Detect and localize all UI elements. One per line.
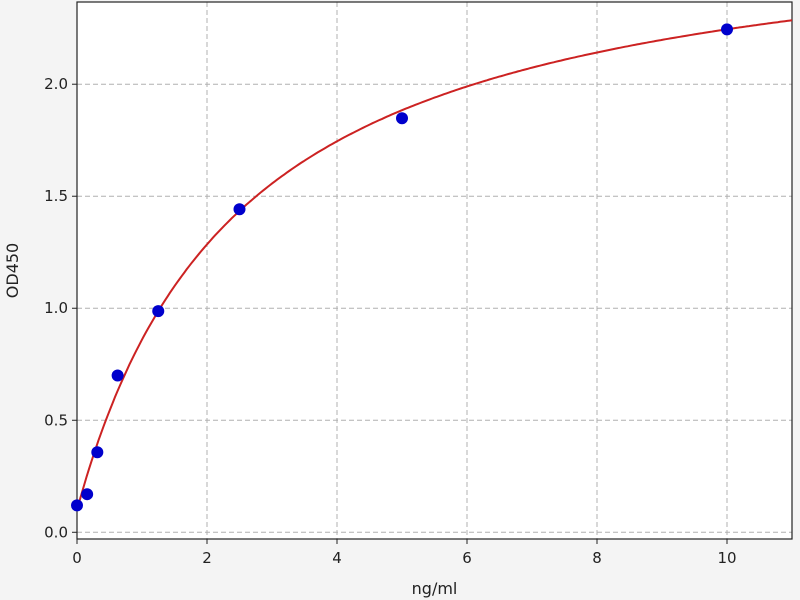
plot-area xyxy=(77,2,792,539)
data-point xyxy=(81,488,94,501)
x-tick-label: 10 xyxy=(717,549,736,567)
y-tick-label: 0.0 xyxy=(44,523,68,541)
y-tick-label: 1.5 xyxy=(44,187,68,205)
y-axis-label: OD450 xyxy=(3,243,22,298)
x-tick-label: 0 xyxy=(72,549,82,567)
x-tick-label: 8 xyxy=(592,549,602,567)
x-tick-label: 6 xyxy=(462,549,472,567)
data-point xyxy=(396,112,408,125)
data-point xyxy=(111,369,124,382)
data-point xyxy=(91,446,104,459)
x-tick-label: 4 xyxy=(332,549,342,567)
y-tick-label: 1.0 xyxy=(44,299,68,317)
data-point xyxy=(152,305,165,318)
y-tick-label: 0.5 xyxy=(44,411,68,429)
plot-frame xyxy=(76,1,793,540)
data-point xyxy=(721,23,733,36)
y-tick-label: 2.0 xyxy=(44,75,68,93)
x-tick-label: 2 xyxy=(202,549,212,567)
fit-curve xyxy=(76,19,793,511)
data-point xyxy=(71,499,83,512)
x-axis-label: ng/ml xyxy=(412,579,458,598)
data-point xyxy=(233,203,246,216)
